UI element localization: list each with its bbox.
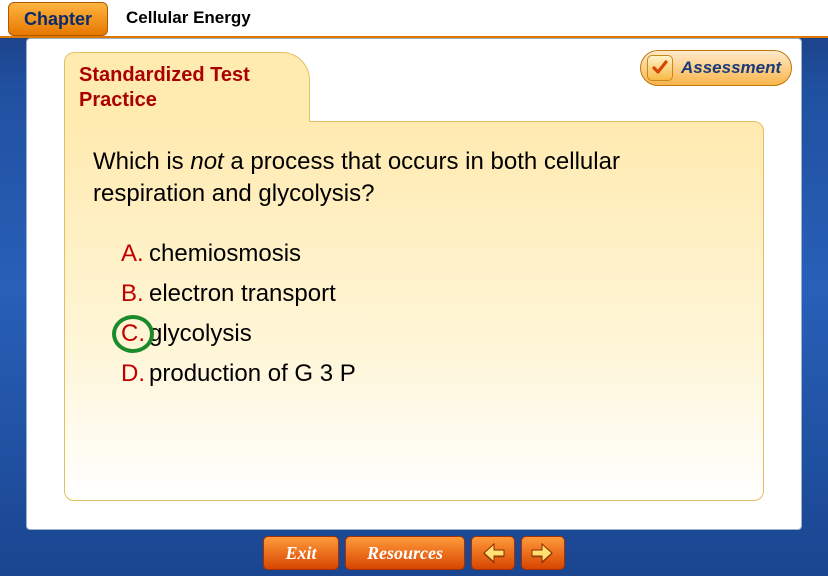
prev-button[interactable] — [471, 536, 515, 570]
answers-list: A. chemiosmosisB. electron transportC. g… — [93, 239, 735, 389]
question-emphasis: not — [190, 148, 223, 175]
folder-card: Standardized Test Practice Which is not … — [64, 52, 764, 502]
arrow-left-icon — [480, 542, 506, 564]
top-strip: Chapter Cellular Energy — [0, 0, 828, 38]
resources-label: Resources — [367, 543, 443, 564]
answer-text: chemiosmosis — [149, 240, 301, 268]
answer-option[interactable]: C. glycolysis — [121, 319, 735, 349]
next-button[interactable] — [521, 536, 565, 570]
answer-option[interactable]: B. electron transport — [121, 279, 735, 309]
folder-body: Which is not a process that occurs in bo… — [64, 121, 764, 501]
answer-option[interactable]: A. chemiosmosis — [121, 239, 735, 269]
answer-letter: A. — [121, 240, 149, 268]
question-text: Which is not a process that occurs in bo… — [93, 146, 735, 211]
exit-button[interactable]: Exit — [263, 536, 339, 570]
answer-text: production of G 3 P — [149, 360, 356, 388]
answer-option[interactable]: D. production of G 3 P — [121, 359, 735, 389]
question-prefix: Which is — [93, 148, 190, 175]
folder-tab: Standardized Test Practice — [64, 52, 310, 122]
arrow-right-icon — [530, 542, 556, 564]
answer-letter: D. — [121, 360, 149, 388]
bottom-nav: Exit Resources — [0, 530, 828, 576]
outer-frame: Chapter Cellular Energy Assessment Stand… — [0, 0, 828, 576]
answer-letter: B. — [121, 280, 149, 308]
folder-tab-title-line1: Standardized Test — [79, 63, 295, 88]
chapter-label: Chapter — [24, 9, 92, 30]
folder-tab-title-line2: Practice — [79, 88, 295, 113]
answer-letter: C. — [121, 320, 149, 348]
chapter-topic: Cellular Energy — [126, 8, 251, 28]
answer-text: glycolysis — [149, 320, 252, 348]
resources-button[interactable]: Resources — [345, 536, 465, 570]
chapter-tab[interactable]: Chapter — [8, 2, 108, 36]
answer-text: electron transport — [149, 280, 336, 308]
exit-label: Exit — [285, 543, 316, 564]
